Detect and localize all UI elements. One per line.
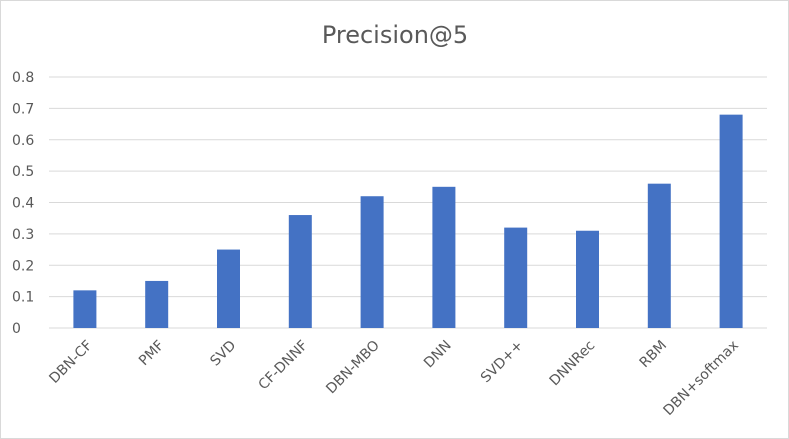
x-category-label: SVD (207, 338, 239, 370)
x-category-label: DNNRec (547, 338, 599, 390)
y-tick-label: 0.5 (12, 164, 34, 180)
x-category-label: DBN+softmax (661, 338, 742, 419)
x-category-label: DNN (421, 338, 455, 372)
bar-pmf (145, 280, 169, 328)
y-tick-label: 0.7 (12, 101, 34, 117)
y-tick-label: 0.3 (12, 227, 34, 243)
bar-dbn-cf (73, 290, 97, 328)
y-tick-label: 0.1 (12, 290, 34, 306)
y-tick-label: 0.6 (12, 133, 34, 149)
gridlines (49, 76, 767, 329)
bars (73, 114, 743, 329)
bar-cf-dnnf (288, 215, 312, 328)
x-category-label: RBM (637, 338, 671, 372)
x-category-label: SVD++ (478, 338, 527, 387)
y-tick-label: 0 (12, 321, 21, 337)
x-category-label: DBN-MBO (323, 338, 383, 398)
y-tick-label: 0.4 (12, 196, 34, 212)
chart-title: Precision@5 (322, 21, 468, 49)
y-axis-ticks: 0 0.1 0.2 0.3 0.4 0.5 0.6 0.7 0.8 (12, 70, 34, 337)
bar-rbm (647, 183, 671, 328)
bar-dnn (432, 186, 456, 328)
x-category-label: DBN-CF (46, 338, 95, 387)
x-category-label: CF-DNNF (255, 338, 311, 394)
bar-dnnrec (576, 230, 599, 328)
bar-svd (217, 249, 240, 328)
y-tick-label: 0.8 (12, 70, 34, 86)
bar-svd- (504, 227, 528, 328)
x-axis-labels: DBN-CF PMF SVD CF-DNNF DBN-MBO DNN SVD++ DNNRec… (46, 338, 742, 419)
x-category-label: PMF (136, 338, 168, 370)
y-tick-label: 0.2 (12, 258, 34, 274)
bar-dbn-softmax (719, 114, 743, 329)
bar-dbn-mbo (360, 196, 384, 328)
